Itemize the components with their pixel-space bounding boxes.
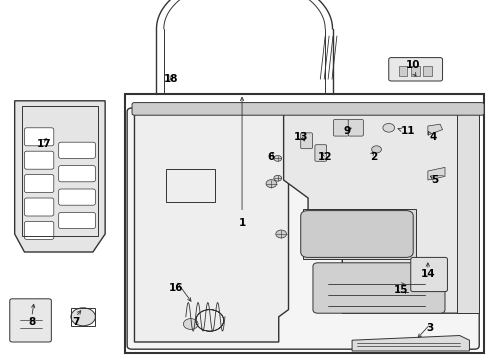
Bar <box>398 66 407 76</box>
FancyBboxPatch shape <box>24 221 54 239</box>
Bar <box>124 94 483 353</box>
Text: 12: 12 <box>317 152 332 162</box>
Text: 17: 17 <box>37 139 51 149</box>
Bar <box>410 66 419 76</box>
FancyBboxPatch shape <box>59 142 95 158</box>
Text: 7: 7 <box>72 317 80 327</box>
Circle shape <box>382 123 394 132</box>
Text: 16: 16 <box>168 283 183 293</box>
Text: 15: 15 <box>393 285 407 295</box>
FancyBboxPatch shape <box>388 58 442 81</box>
FancyBboxPatch shape <box>300 211 412 257</box>
Text: 10: 10 <box>405 60 420 70</box>
Text: 4: 4 <box>428 132 436 142</box>
Circle shape <box>183 319 198 329</box>
Bar <box>22 106 98 236</box>
Polygon shape <box>427 124 442 135</box>
FancyBboxPatch shape <box>312 263 444 313</box>
Text: 2: 2 <box>370 152 377 162</box>
Text: 9: 9 <box>343 126 350 136</box>
FancyBboxPatch shape <box>24 175 54 193</box>
Text: 18: 18 <box>163 74 178 84</box>
Circle shape <box>273 156 281 161</box>
Text: 3: 3 <box>426 323 433 333</box>
Bar <box>71 308 95 326</box>
Bar <box>422 66 431 76</box>
Bar <box>166 169 215 202</box>
Polygon shape <box>303 209 415 259</box>
FancyBboxPatch shape <box>132 103 483 115</box>
FancyBboxPatch shape <box>59 189 95 205</box>
Text: 5: 5 <box>431 175 438 185</box>
Circle shape <box>371 146 381 153</box>
FancyBboxPatch shape <box>59 212 95 229</box>
Text: 13: 13 <box>293 132 307 142</box>
FancyBboxPatch shape <box>10 299 51 342</box>
Text: 1: 1 <box>238 218 245 228</box>
Circle shape <box>275 230 286 238</box>
Polygon shape <box>283 108 468 313</box>
FancyBboxPatch shape <box>24 198 54 216</box>
Text: 6: 6 <box>267 152 274 162</box>
Polygon shape <box>427 167 444 180</box>
Text: 11: 11 <box>400 126 415 136</box>
FancyBboxPatch shape <box>127 108 478 349</box>
Text: 14: 14 <box>420 269 434 279</box>
Circle shape <box>273 175 281 181</box>
Polygon shape <box>134 108 288 342</box>
FancyBboxPatch shape <box>300 133 312 149</box>
Polygon shape <box>351 336 468 351</box>
FancyBboxPatch shape <box>59 166 95 182</box>
Bar <box>456 108 478 313</box>
FancyBboxPatch shape <box>410 257 447 292</box>
Circle shape <box>265 180 276 188</box>
FancyBboxPatch shape <box>314 145 326 161</box>
FancyBboxPatch shape <box>347 120 363 136</box>
Circle shape <box>71 308 95 326</box>
FancyBboxPatch shape <box>24 128 54 146</box>
FancyBboxPatch shape <box>333 120 348 136</box>
Text: 8: 8 <box>28 317 35 327</box>
FancyBboxPatch shape <box>24 151 54 169</box>
Polygon shape <box>15 101 105 252</box>
